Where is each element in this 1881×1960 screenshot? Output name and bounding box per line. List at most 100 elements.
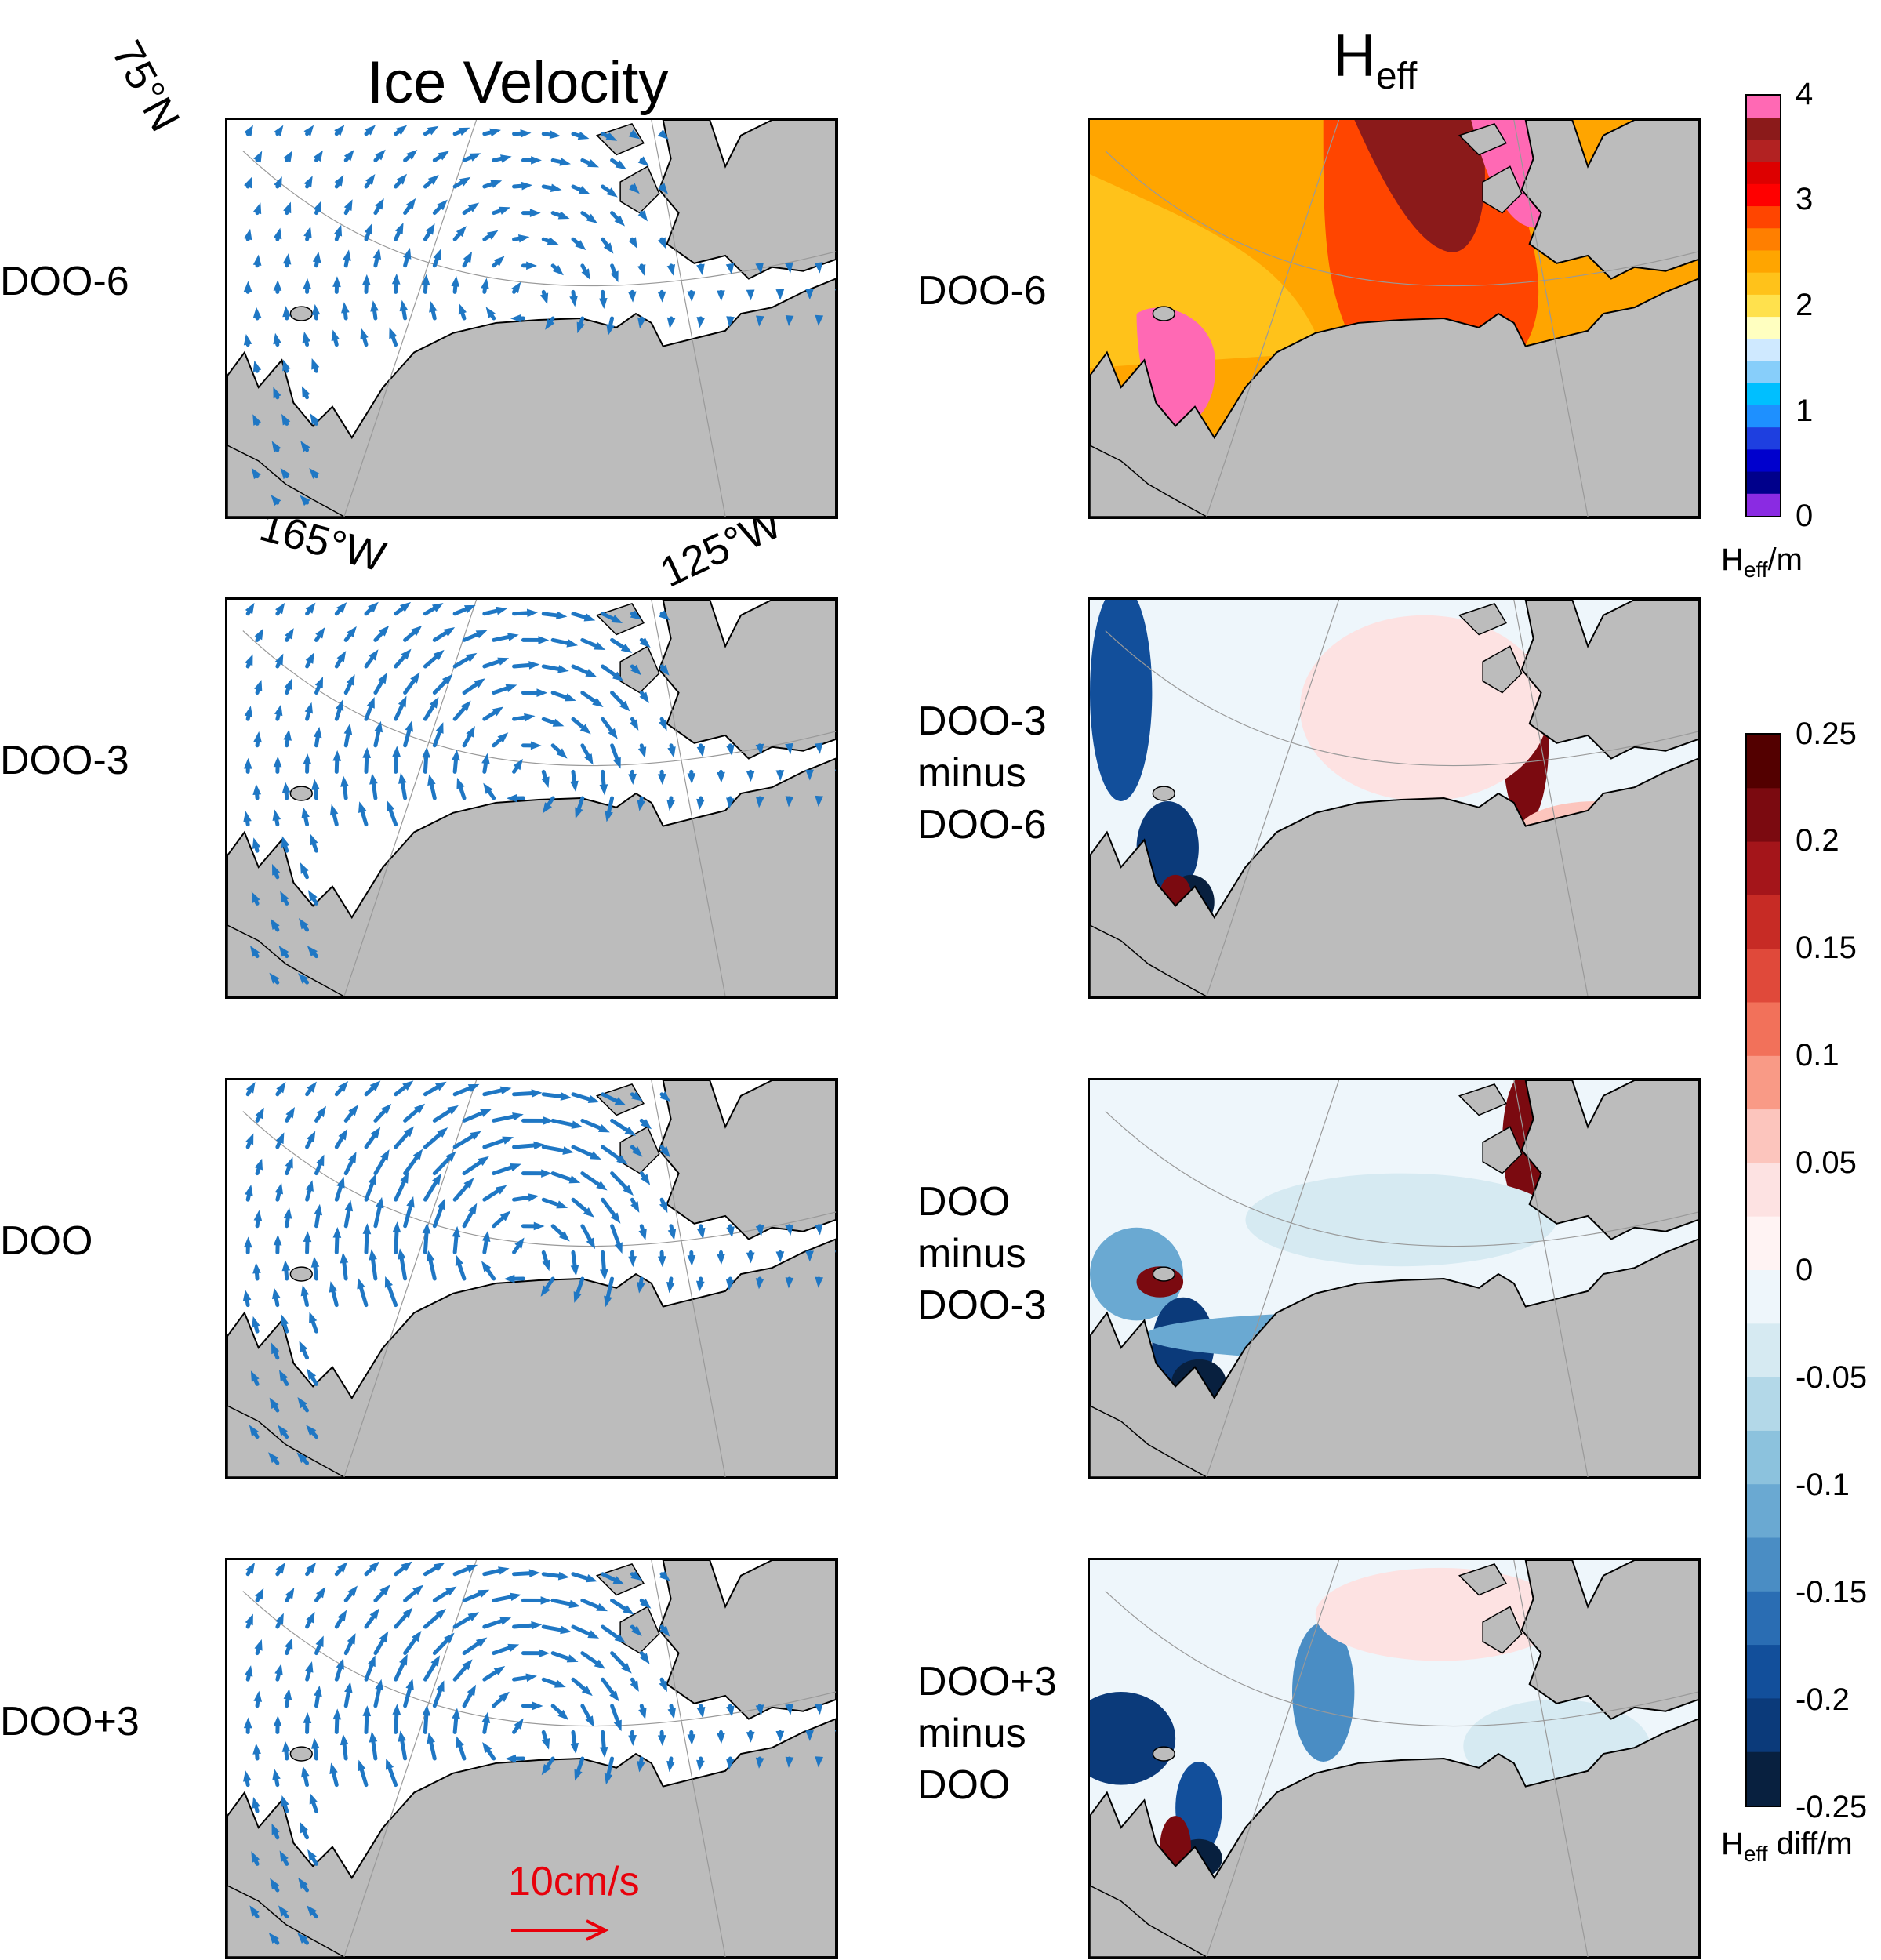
velocity-arrowhead xyxy=(255,1588,264,1600)
velocity-arrowhead xyxy=(538,636,550,644)
velocity-arrowhead xyxy=(659,719,667,731)
velocity-arrowhead xyxy=(510,1163,521,1172)
velocity-arrowhead xyxy=(378,672,387,684)
velocity-arrowhead xyxy=(571,1120,583,1129)
velocity-arrowhead xyxy=(369,1608,379,1620)
velocity-arrowhead xyxy=(401,648,412,660)
ice-velocity-map-panel xyxy=(225,597,838,999)
velocity-arrowhead xyxy=(755,743,764,755)
velocity-arrowhead xyxy=(695,1280,705,1292)
velocity-arrowhead xyxy=(640,1653,650,1664)
velocity-arrowhead xyxy=(278,1425,288,1436)
heff-tick: 0 xyxy=(1796,499,1814,533)
diff-blob xyxy=(1292,1622,1355,1762)
graticule-lat xyxy=(1105,1111,1698,1247)
velocity-arrowhead xyxy=(340,1733,349,1746)
velocity-arrowhead xyxy=(437,1198,445,1210)
velocity-arrowhead xyxy=(610,270,619,283)
velocity-arrowhead xyxy=(630,610,642,620)
archipelago xyxy=(658,1560,836,1720)
velocity-arrowhead xyxy=(458,127,470,136)
velocity-arrowhead xyxy=(507,633,519,641)
vector-map xyxy=(227,1080,836,1477)
velocity-arrowhead xyxy=(305,1180,314,1192)
velocity-arrowhead xyxy=(726,797,735,809)
diff-tick: -0.25 xyxy=(1796,1790,1868,1824)
velocity-arrowhead xyxy=(303,1231,312,1243)
velocity-arrowhead xyxy=(574,1769,583,1781)
velocity-arrowhead xyxy=(392,746,401,757)
colorbar-swatch xyxy=(1747,96,1780,118)
velocity-arrowhead xyxy=(725,263,735,275)
velocity-arrowhead xyxy=(639,637,651,648)
velocity-arrowhead xyxy=(480,1109,492,1117)
velocity-arrowhead xyxy=(570,780,579,793)
velocity-arrowhead xyxy=(368,1173,376,1185)
chukotka xyxy=(227,445,345,517)
velocity-arrowhead xyxy=(451,275,460,287)
velocity-arrowhead xyxy=(398,695,407,708)
velocity-arrowhead xyxy=(527,1193,539,1202)
velocity-arrowhead xyxy=(307,890,318,902)
velocity-arrowhead xyxy=(514,1237,525,1249)
velocity-arrowhead xyxy=(405,198,416,210)
diff-tick: 0.2 xyxy=(1796,823,1839,858)
colorbar-swatch xyxy=(1747,383,1780,406)
island xyxy=(1458,1563,1507,1596)
ice-velocity-title: Ice Velocity xyxy=(367,49,669,116)
velocity-arrowhead xyxy=(610,1212,621,1224)
velocity-arrowhead xyxy=(726,316,735,328)
velocity-arrowhead xyxy=(414,1103,426,1114)
velocity-arrowhead xyxy=(657,773,666,785)
velocity-arrowhead xyxy=(687,1255,696,1266)
velocity-arrowhead xyxy=(253,1210,263,1221)
velocity-arrowhead xyxy=(536,688,548,697)
velocity-arrowhead xyxy=(609,1690,619,1702)
velocity-arrowhead xyxy=(433,249,441,261)
velocity-arrowhead xyxy=(834,289,836,292)
velocity-arrowhead xyxy=(401,1561,412,1572)
velocity-arrowhead xyxy=(604,1295,612,1308)
row-label-line: DOO-3 xyxy=(917,1283,1047,1328)
velocity-arrowhead xyxy=(514,1718,524,1730)
island xyxy=(1482,1606,1523,1654)
velocity-arrowhead xyxy=(271,863,281,876)
velocity-arrowhead xyxy=(594,641,606,650)
velocity-arrowhead xyxy=(726,1226,735,1238)
colorbar-swatch xyxy=(1747,1377,1780,1432)
velocity-arrowhead xyxy=(587,1630,600,1639)
mainland xyxy=(227,278,836,517)
velocity-arrowhead xyxy=(411,626,423,637)
velocity-arrowhead xyxy=(545,318,555,330)
velocity-arrowhead xyxy=(275,1613,284,1625)
velocity-arrowhead xyxy=(347,626,357,638)
velocity-arrowhead xyxy=(467,1612,480,1621)
colorbar-swatch xyxy=(1747,162,1780,185)
velocity-arrowhead xyxy=(307,1905,318,1917)
velocity-arrowhead xyxy=(666,264,676,276)
velocity-arrowhead xyxy=(301,386,310,398)
row-label-right: DOO+3 minus DOO xyxy=(917,1656,1057,1811)
velocity-arrowhead xyxy=(463,251,473,263)
heff-contour xyxy=(1136,307,1216,427)
velocity-arrowhead xyxy=(814,742,823,754)
velocity-arrowhead xyxy=(374,720,383,733)
heff-colorbar-unit: Heff/m xyxy=(1721,543,1803,583)
velocity-arrowhead xyxy=(252,1262,261,1274)
velocity-arrowhead xyxy=(347,1633,356,1645)
velocity-arrowhead xyxy=(243,333,252,346)
velocity-arrowhead xyxy=(307,1849,317,1861)
velocity-arrowhead xyxy=(616,1155,628,1165)
heff-map-panel xyxy=(1088,118,1701,519)
colorbar-swatch xyxy=(1747,471,1780,495)
island xyxy=(1458,123,1507,156)
velocity-arrowhead xyxy=(332,276,341,288)
velocity-arrowhead xyxy=(659,1091,671,1102)
velocity-arrowhead xyxy=(578,186,590,194)
velocity-arrowhead xyxy=(433,1562,445,1572)
velocity-arrowhead xyxy=(510,314,521,323)
velocity-arrowhead xyxy=(283,1207,292,1219)
velocity-arrowhead xyxy=(338,1128,348,1141)
velocity-arrowhead xyxy=(400,1172,409,1184)
velocity-arrowhead xyxy=(499,206,511,215)
